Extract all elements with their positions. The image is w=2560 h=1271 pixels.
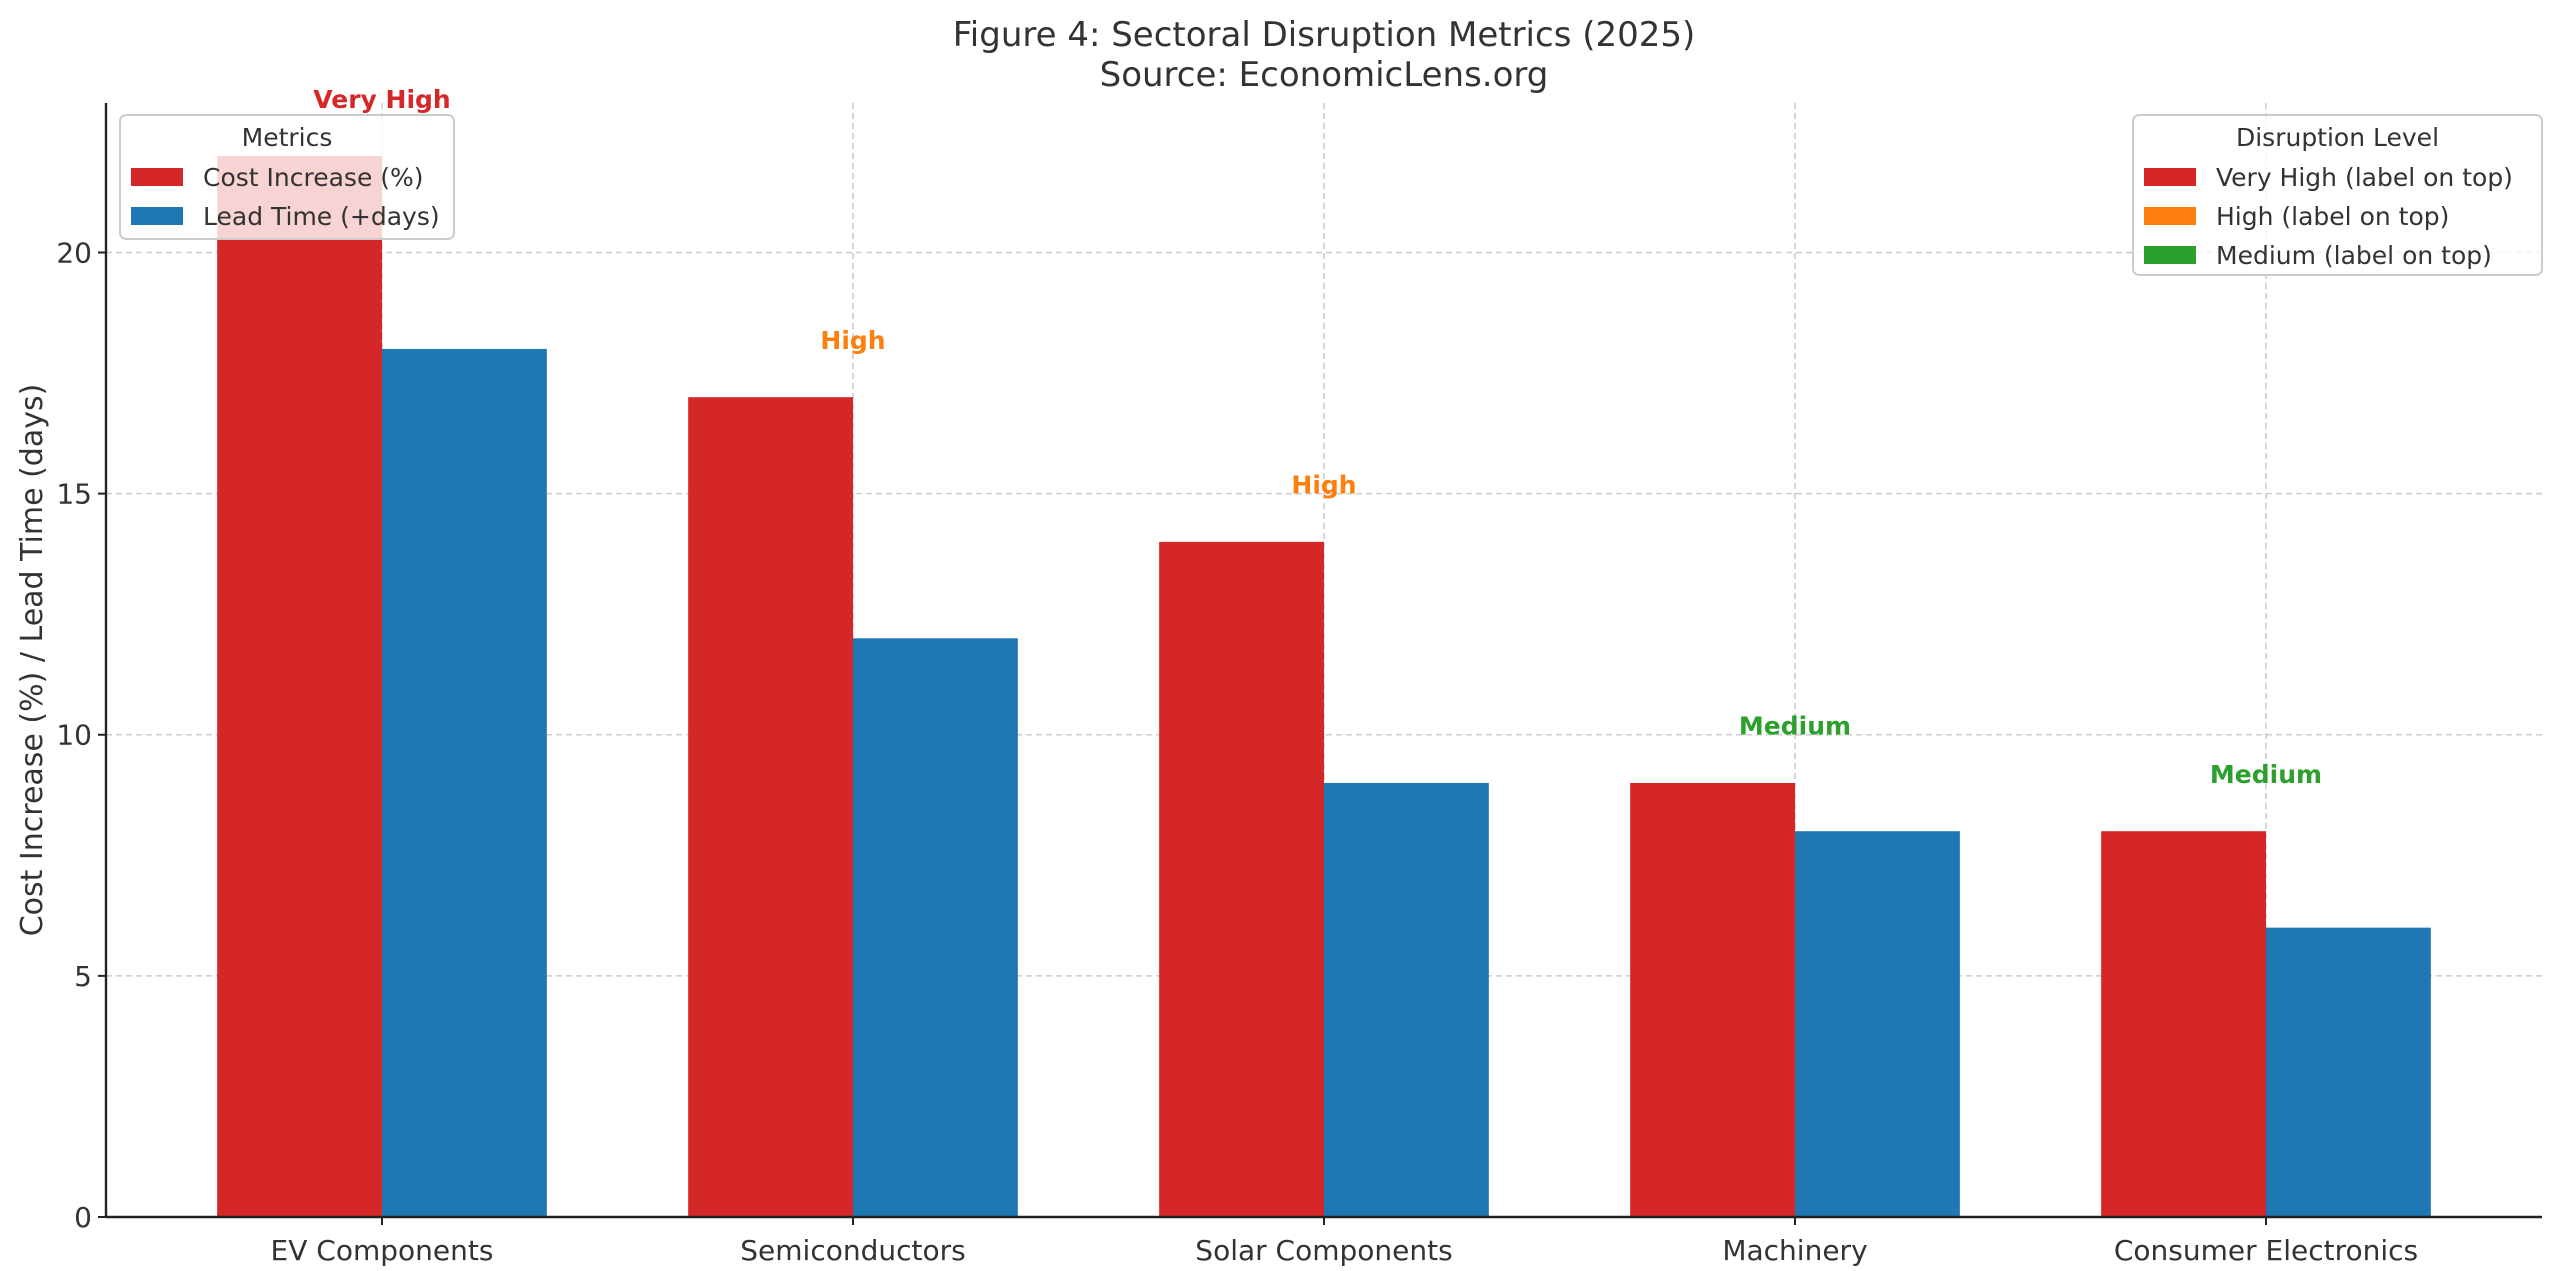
bar-cost-increase xyxy=(1159,541,1324,1217)
bar-cost-increase xyxy=(688,397,854,1217)
x-tick-label: Consumer Electronics xyxy=(2114,1234,2418,1267)
bar-lead-time xyxy=(382,348,547,1217)
legend-title: Disruption Level xyxy=(2236,123,2439,152)
y-tick-label: 10 xyxy=(56,719,92,752)
axes: 0 5 10 15 20 EV Components Semiconductors Solar… xyxy=(56,103,2542,1267)
x-tick-label: EV Components xyxy=(271,1234,494,1267)
legends: Metrics Cost Increase (%) Lead Time (+days… xyxy=(119,114,2543,276)
legend-entry-label: High (label on top) xyxy=(2216,202,2449,231)
disruption-label: High xyxy=(1291,471,1356,500)
chart-title: Figure 4: Sectoral Disruption Metrics (2… xyxy=(953,15,1696,55)
disruption-label: Medium xyxy=(1739,712,1851,741)
legend-swatch xyxy=(2144,168,2196,186)
bar-lead-time xyxy=(853,638,1018,1217)
disruption-legend: Disruption Level Very High (label on top)… xyxy=(2132,114,2543,276)
legend-entry-label: Lead Time (+days) xyxy=(203,202,440,231)
x-tick-label: Solar Components xyxy=(1195,1234,1452,1267)
bar-cost-increase xyxy=(2101,831,2266,1217)
disruption-label: Medium xyxy=(2210,760,2322,789)
disruption-label: High xyxy=(820,326,885,355)
legend-title: Metrics xyxy=(242,123,333,152)
disruption-label: Very High xyxy=(313,85,450,114)
y-tick-label: 5 xyxy=(74,960,92,993)
y-tick-label: 0 xyxy=(74,1201,92,1234)
annotations: Very High High High Medium Medium xyxy=(313,85,2322,789)
legend-swatch xyxy=(131,207,183,225)
y-tick-label: 15 xyxy=(56,478,92,511)
x-tick-label: Machinery xyxy=(1722,1234,1867,1267)
bar-lead-time xyxy=(1794,831,1960,1217)
legend-frame xyxy=(2132,114,2543,276)
legend-entry-label: Cost Increase (%) xyxy=(203,163,424,192)
x-tick-label: Semiconductors xyxy=(740,1234,965,1267)
legend-swatch xyxy=(2144,207,2196,225)
bar-lead-time xyxy=(2265,927,2431,1217)
bars xyxy=(217,156,2431,1218)
legend-entry-label: Medium (label on top) xyxy=(2216,241,2492,270)
legend-swatch xyxy=(2144,246,2196,264)
bar-lead-time xyxy=(1324,782,1489,1217)
y-tick-label: 20 xyxy=(56,236,92,269)
chart-subtitle: Source: EconomicLens.org xyxy=(1100,55,1549,95)
bar-cost-increase xyxy=(1630,782,1795,1217)
legend-entry-label: Very High (label on top) xyxy=(2216,163,2513,192)
legend-swatch xyxy=(131,168,183,186)
metrics-legend: Metrics Cost Increase (%) Lead Time (+days… xyxy=(119,114,455,240)
y-axis-label: Cost Increase (%) / Lead Time (days) xyxy=(15,384,50,937)
bar-cost-increase xyxy=(217,156,383,1218)
legend-frame xyxy=(119,114,455,240)
